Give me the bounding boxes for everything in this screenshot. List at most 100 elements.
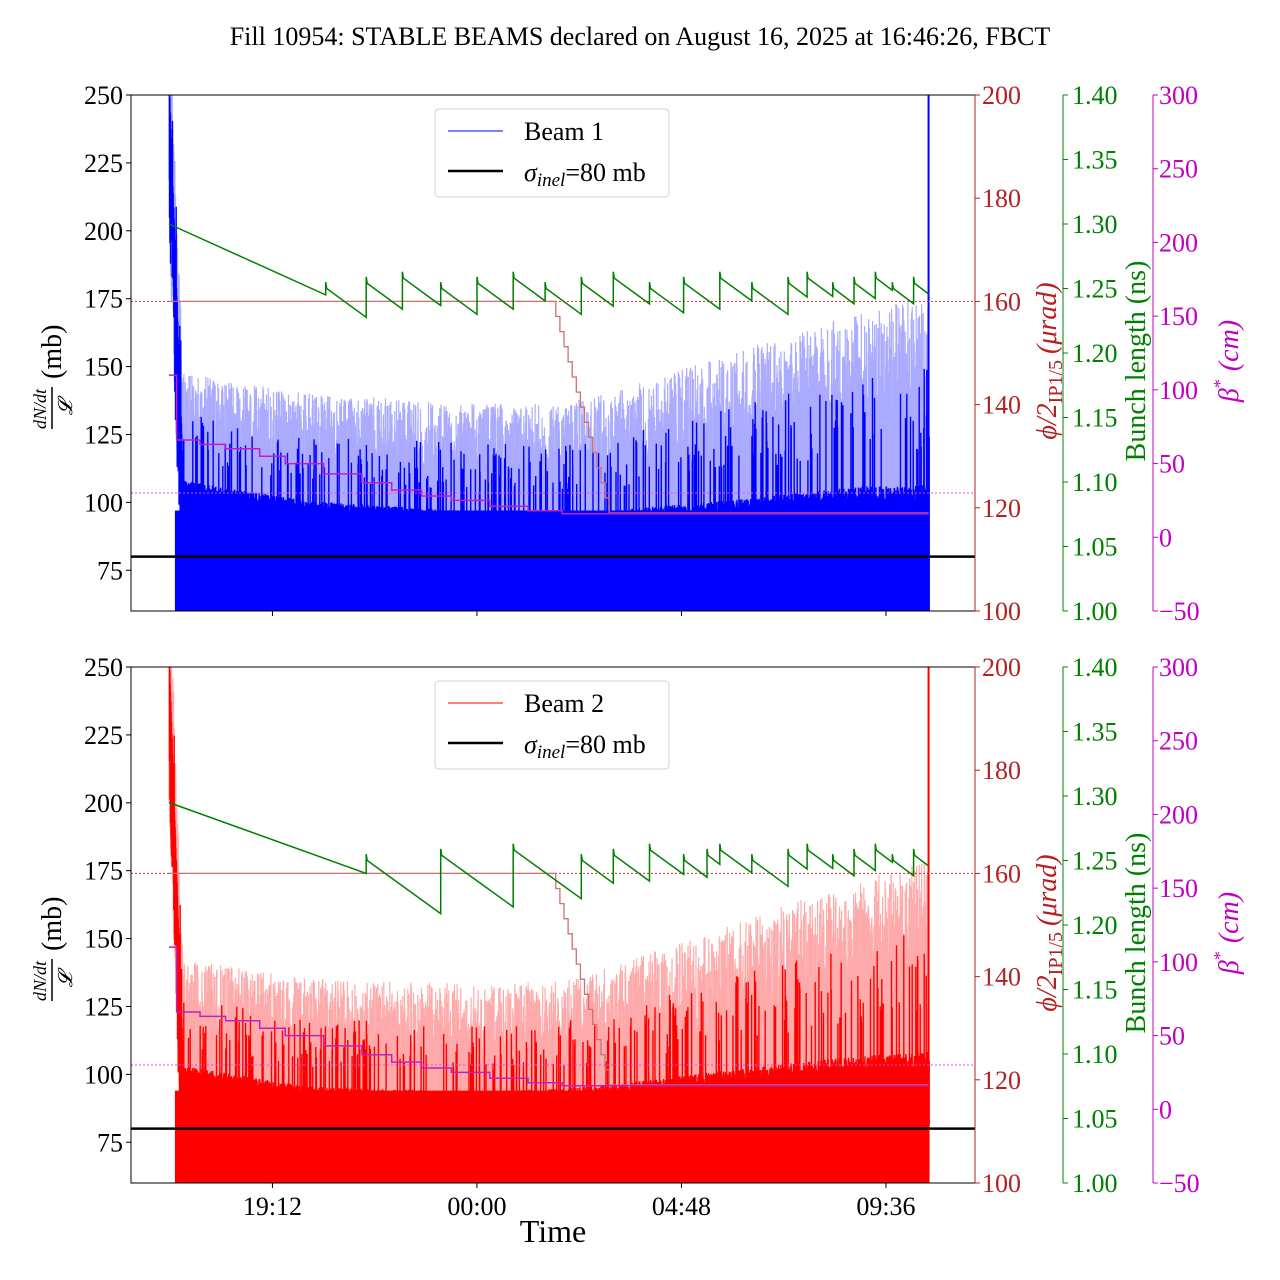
phi-axis-label-main: ϕ/2 bbox=[1032, 403, 1063, 439]
y-axis-label: dN/dt 𝓛 (mb) bbox=[30, 897, 77, 1001]
y-tick-label: 225 bbox=[84, 149, 123, 178]
y-tick-label: 100 bbox=[84, 488, 123, 517]
bunch-tick-label: 1.05 bbox=[1072, 533, 1118, 562]
y-axis-label-unit: (mb) bbox=[37, 897, 68, 951]
beta-tick-label: 200 bbox=[1159, 800, 1198, 829]
bunch-tick-label: 1.10 bbox=[1072, 1040, 1118, 1069]
beam-signal bbox=[168, 667, 930, 1183]
y-tick-label: 250 bbox=[84, 653, 123, 682]
phi-axis-label-unit: (μrad) bbox=[1032, 282, 1063, 354]
y-tick-label: 75 bbox=[97, 1128, 123, 1157]
beta-axis-label: β* (cm) bbox=[1210, 320, 1245, 403]
beta-tick-label: 150 bbox=[1159, 302, 1198, 331]
y-axis-label-denominator: 𝓛 bbox=[55, 395, 77, 415]
phi-tick-label: 200 bbox=[982, 81, 1021, 110]
y-axis-label-unit: (mb) bbox=[37, 325, 68, 379]
y-tick-label: 150 bbox=[84, 925, 123, 954]
beta-tick-label: 50 bbox=[1159, 450, 1185, 479]
phi-tick-label: 100 bbox=[982, 1169, 1021, 1198]
y-tick-label: 75 bbox=[97, 556, 123, 585]
phi-axis-label-sub: IP1/5 bbox=[1045, 932, 1067, 975]
beta-tick-label: 200 bbox=[1159, 228, 1198, 257]
y-tick-label: 200 bbox=[84, 789, 123, 818]
y-tick-label: 175 bbox=[84, 285, 123, 314]
bunch-axis-label: Bunch length (ns) bbox=[1121, 833, 1152, 1034]
beta-tick-label: 100 bbox=[1159, 376, 1198, 405]
beta-axis-label-unit: (cm) bbox=[1214, 892, 1245, 943]
legend-beam-label: Beam 2 bbox=[524, 689, 604, 718]
plot-area bbox=[131, 667, 975, 1183]
y-tick-label: 125 bbox=[84, 992, 123, 1021]
legend-sigma-subscript: inel bbox=[537, 742, 566, 763]
bunch-tick-label: 1.25 bbox=[1072, 275, 1118, 304]
bunch-tick-label: 1.30 bbox=[1072, 782, 1118, 811]
y-tick-label: 225 bbox=[84, 721, 123, 750]
bunch-axis-label: Bunch length (ns) bbox=[1121, 261, 1152, 462]
bunch-length-line bbox=[168, 801, 930, 916]
beta-tick-label: 0 bbox=[1159, 523, 1172, 552]
legend: Beam 2 σinel=80 mb bbox=[434, 680, 670, 770]
phi-tick-label: 100 bbox=[982, 597, 1021, 626]
y-axis-label-numerator: dN/dt bbox=[30, 960, 50, 1001]
legend-sigma-symbol: σ bbox=[524, 730, 538, 759]
phi-tick-label: 120 bbox=[982, 1066, 1021, 1095]
beta-star-line bbox=[168, 946, 929, 1087]
bunch-tick-label: 1.35 bbox=[1072, 146, 1118, 175]
bunch-length-line bbox=[168, 223, 930, 319]
y-tick-label: 200 bbox=[84, 217, 123, 246]
x-tick-label: 00:00 bbox=[447, 1192, 506, 1221]
phi-tick-label: 160 bbox=[982, 859, 1021, 888]
beta-axis-label-main: β bbox=[1214, 960, 1245, 975]
beta-tick-label: 250 bbox=[1159, 727, 1198, 756]
y-axis-label: dN/dt 𝓛 (mb) bbox=[30, 325, 77, 429]
beta-tick-label: −50 bbox=[1159, 597, 1200, 626]
phi-tick-label: 160 bbox=[982, 287, 1021, 316]
beta-tick-label: 0 bbox=[1159, 1095, 1172, 1124]
y-axis-label-numerator: dN/dt bbox=[30, 388, 50, 429]
plot-area bbox=[131, 95, 975, 611]
y-tick-label: 250 bbox=[84, 81, 123, 110]
y-axis-label-denominator: 𝓛 bbox=[55, 967, 77, 987]
bunch-tick-label: 1.30 bbox=[1072, 210, 1118, 239]
bunch-tick-label: 1.20 bbox=[1072, 911, 1118, 940]
beta-axis-label-sup: * bbox=[1210, 379, 1230, 388]
bunch-tick-label: 1.35 bbox=[1072, 718, 1118, 747]
phi-tick-label: 120 bbox=[982, 494, 1021, 523]
phi-tick-label: 200 bbox=[982, 653, 1021, 682]
phi-axis-label-main: ϕ/2 bbox=[1032, 975, 1063, 1011]
beam-signal bbox=[168, 95, 930, 611]
legend-beam-label: Beam 1 bbox=[524, 117, 604, 146]
phi-axis-label-sub: IP1/5 bbox=[1045, 360, 1067, 403]
x-tick-label: 09:36 bbox=[856, 1192, 915, 1221]
phi-tick-label: 180 bbox=[982, 756, 1021, 785]
beta-tick-label: −50 bbox=[1159, 1169, 1200, 1198]
beta-tick-label: 150 bbox=[1159, 874, 1198, 903]
beta-tick-label: 300 bbox=[1159, 81, 1198, 110]
chart-title: Fill 10954: STABLE BEAMS declared on Aug… bbox=[230, 22, 1051, 51]
x-tick-label: 19:12 bbox=[243, 1192, 302, 1221]
y-tick-label: 175 bbox=[84, 857, 123, 886]
bunch-tick-label: 1.00 bbox=[1072, 597, 1118, 626]
phi-crossing-angle-line bbox=[168, 300, 929, 514]
bunch-tick-label: 1.40 bbox=[1072, 81, 1118, 110]
bunch-tick-label: 1.20 bbox=[1072, 339, 1118, 368]
beta-axis-label-unit: (cm) bbox=[1214, 320, 1245, 371]
y-tick-label: 125 bbox=[84, 420, 123, 449]
phi-axis-label-unit: (μrad) bbox=[1032, 854, 1063, 926]
phi-tick-label: 140 bbox=[982, 963, 1021, 992]
x-tick-label: 04:48 bbox=[652, 1192, 711, 1221]
bunch-tick-label: 1.15 bbox=[1072, 976, 1118, 1005]
y-tick-label: 150 bbox=[84, 353, 123, 382]
legend-sigma-rest: =80 mb bbox=[565, 730, 645, 759]
legend-sigma-rest: =80 mb bbox=[565, 158, 645, 187]
bunch-tick-label: 1.00 bbox=[1072, 1169, 1118, 1198]
phi-tick-label: 140 bbox=[982, 391, 1021, 420]
phi-crossing-angle-line bbox=[168, 872, 929, 1086]
beta-axis-label-main: β bbox=[1214, 388, 1245, 403]
legend-sigma-label: σinel=80 mb bbox=[524, 158, 646, 191]
beta-tick-label: 100 bbox=[1159, 948, 1198, 977]
x-axis-label: Time bbox=[520, 1213, 586, 1249]
